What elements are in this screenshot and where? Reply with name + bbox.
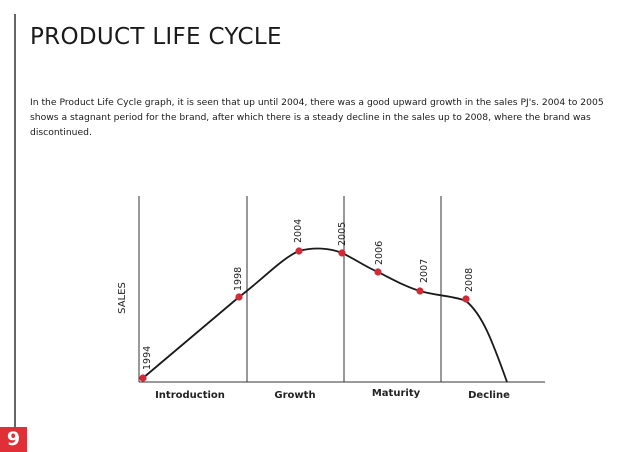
y-axis-label: SALES <box>117 282 128 314</box>
point-1998: 1998 <box>233 267 244 301</box>
sales-curve <box>142 247 508 383</box>
point-year-label: 2006 <box>374 241 385 265</box>
point-marker <box>462 295 470 303</box>
point-2004: 2004 <box>293 219 304 255</box>
phase-label-introduction: Introduction <box>155 390 225 401</box>
point-year-label: 1998 <box>233 267 244 291</box>
point-marker <box>374 268 382 276</box>
point-marker <box>295 247 303 255</box>
point-year-label: 2007 <box>419 259 430 283</box>
phase-label-maturity: Maturity <box>372 388 421 399</box>
point-2006: 2006 <box>374 241 385 276</box>
page-title: PRODUCT LIFE CYCLE <box>30 24 282 50</box>
point-marker <box>235 293 243 301</box>
point-year-label: 1994 <box>142 346 153 370</box>
point-marker <box>338 249 346 257</box>
left-frame-line <box>14 14 16 430</box>
point-2005: 2005 <box>337 222 348 257</box>
page-number-badge: 9 <box>0 427 27 452</box>
point-1994: 1994 <box>139 346 153 382</box>
phase-label-decline: Decline <box>468 390 510 401</box>
point-year-label: 2004 <box>293 219 304 243</box>
description-text: In the Product Life Cycle graph, it is s… <box>30 97 604 138</box>
point-marker <box>139 374 147 382</box>
point-year-label: 2008 <box>464 268 475 292</box>
point-marker <box>416 287 424 295</box>
point-2007: 2007 <box>416 259 430 295</box>
phase-label-growth: Growth <box>274 390 315 401</box>
point-year-label: 2005 <box>337 222 348 246</box>
point-2008: 2008 <box>462 268 475 303</box>
